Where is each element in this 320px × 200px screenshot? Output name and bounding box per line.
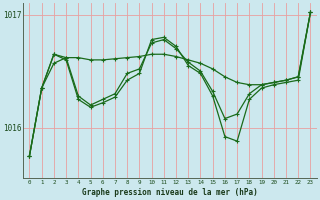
X-axis label: Graphe pression niveau de la mer (hPa): Graphe pression niveau de la mer (hPa)	[82, 188, 258, 197]
